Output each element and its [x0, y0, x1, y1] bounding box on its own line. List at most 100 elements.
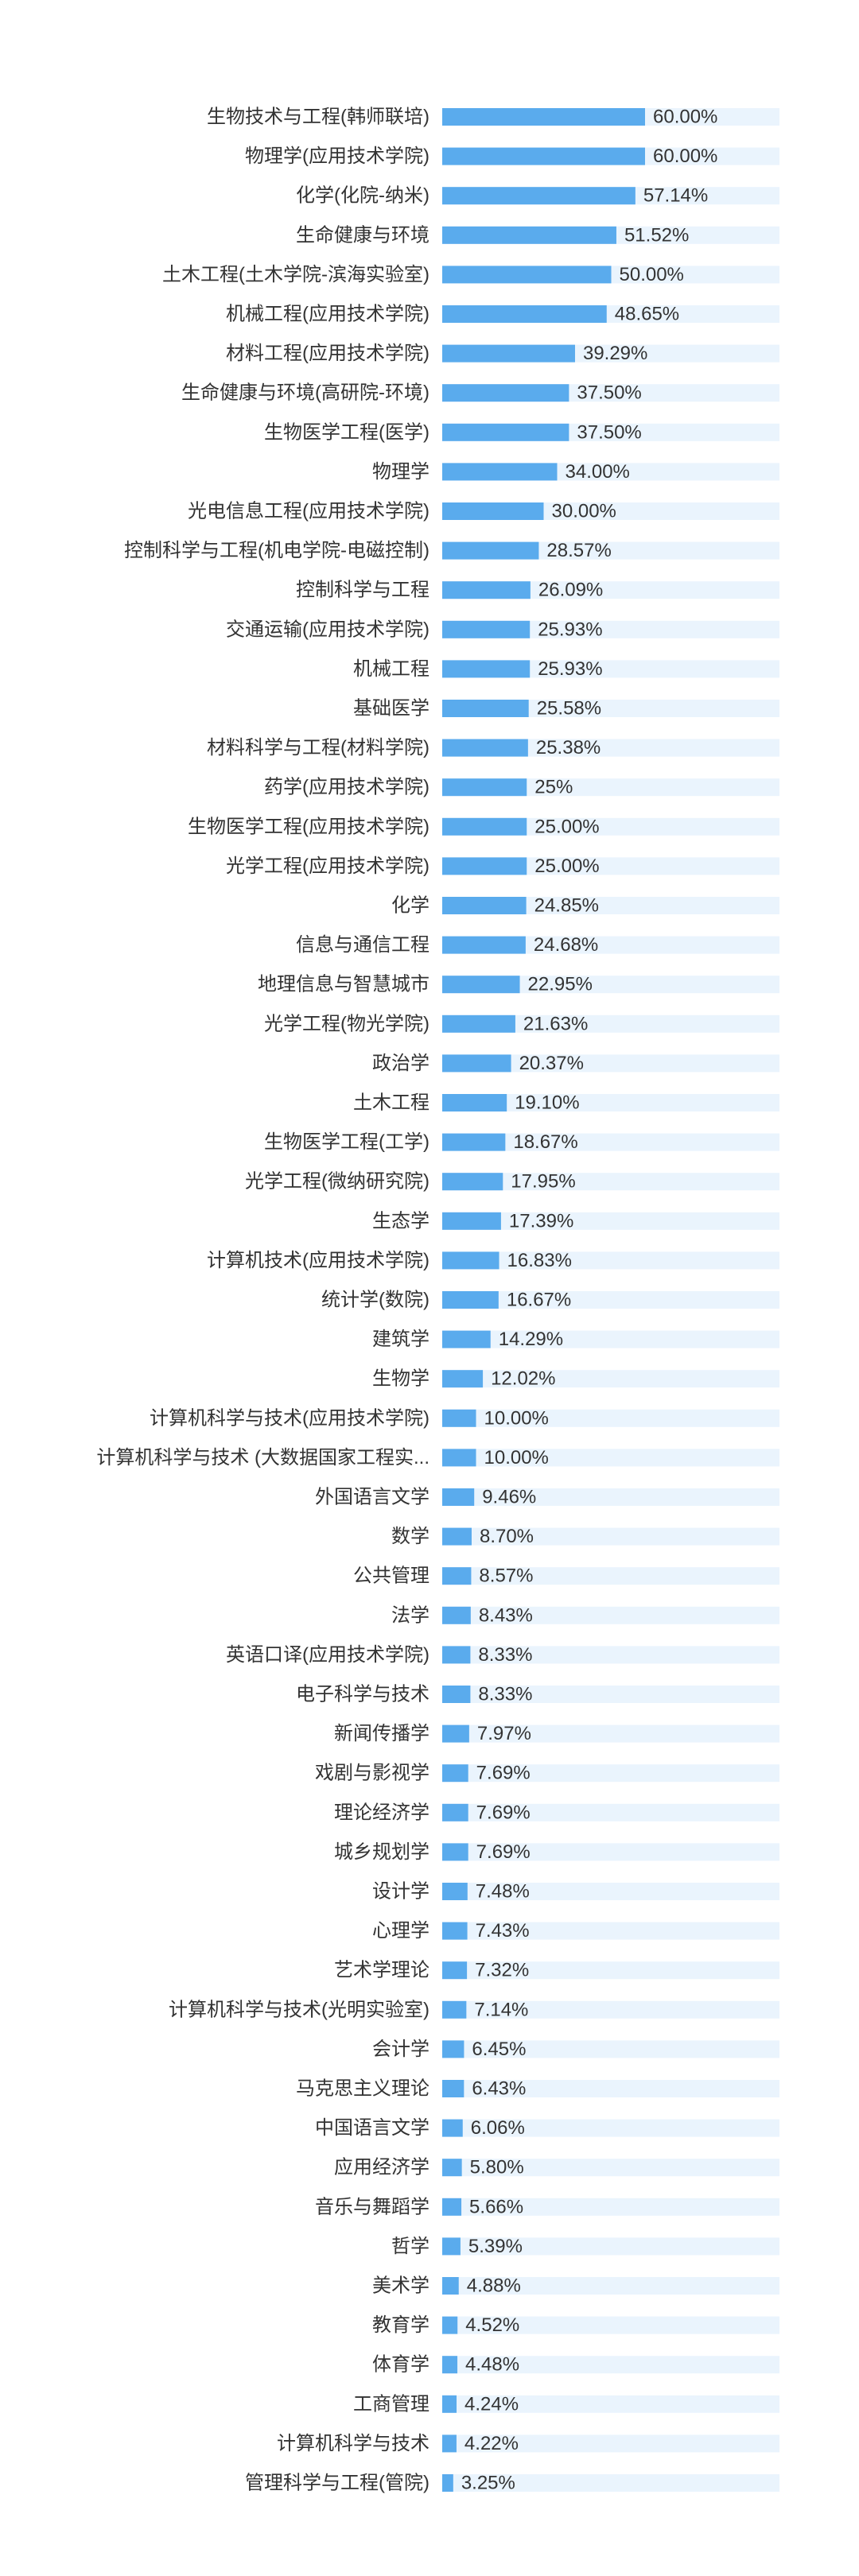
value-label: 25.00%: [534, 855, 599, 877]
bar: [442, 857, 527, 875]
category-label: 政治学: [372, 1053, 430, 1074]
bar: [442, 1409, 476, 1427]
category-label: 教育学: [372, 2314, 430, 2336]
category-label: 基础医学: [353, 698, 430, 720]
bar: [442, 187, 636, 205]
bar: [442, 976, 520, 994]
category-label: 数学: [391, 1526, 430, 1547]
bar-track: [442, 1961, 779, 1980]
bar-track: [442, 2040, 779, 2058]
category-label: 法学: [391, 1604, 430, 1626]
bar: [442, 2356, 458, 2374]
value-label: 7.43%: [476, 1920, 530, 1942]
bar: [442, 1291, 499, 1309]
bar: [442, 423, 569, 441]
bar: [442, 1251, 499, 1270]
value-label: 7.14%: [474, 1999, 528, 2020]
bar-track: [442, 1330, 779, 1348]
bar: [442, 463, 558, 481]
value-label: 4.88%: [467, 2275, 521, 2297]
bar: [442, 817, 527, 836]
bar-track: [442, 1686, 779, 1703]
bar-track: [442, 2119, 779, 2137]
bar-track: [442, 2198, 779, 2216]
bar: [442, 2277, 459, 2295]
bar: [442, 1212, 501, 1230]
bar: [442, 1567, 472, 1585]
value-label: 24.68%: [534, 934, 598, 956]
bar-track: [442, 1409, 779, 1427]
bar: [442, 739, 528, 757]
category-label: 光学工程(微纳研究院): [245, 1171, 430, 1193]
value-label: 26.09%: [538, 580, 603, 601]
bar-track: [442, 2277, 779, 2295]
value-label: 7.69%: [476, 1763, 531, 1784]
value-label: 18.67%: [513, 1131, 577, 1153]
bar: [442, 1330, 491, 1348]
bar: [442, 2474, 453, 2492]
bar: [442, 1606, 471, 1624]
bar-track: [442, 2356, 779, 2374]
bar-track: [442, 1291, 779, 1309]
bar: [442, 2000, 467, 2019]
bar-track: [442, 2474, 779, 2492]
bar: [442, 226, 616, 244]
value-label: 17.95%: [511, 1171, 575, 1193]
bar: [442, 305, 607, 323]
bar-track: [442, 1606, 779, 1624]
value-label: 57.14%: [643, 185, 708, 207]
bar: [442, 1922, 468, 1940]
bar: [442, 1646, 471, 1664]
value-label: 25.93%: [538, 619, 602, 640]
category-label: 哲学: [391, 2236, 430, 2257]
category-label: 光学工程(物光学院): [264, 1013, 430, 1034]
bar: [442, 700, 529, 717]
value-label: 10.00%: [484, 1407, 549, 1429]
category-label: 公共管理: [353, 1565, 430, 1587]
value-label: 34.00%: [566, 461, 630, 483]
bar-track: [442, 1724, 779, 1743]
value-label: 16.83%: [507, 1250, 572, 1271]
category-label: 物理学(应用技术学院): [245, 145, 430, 167]
category-label: 管理科学与工程(管院): [245, 2473, 430, 2494]
bar-track: [442, 1527, 779, 1546]
bar-track: [442, 936, 779, 954]
value-label: 60.00%: [653, 145, 717, 167]
category-label: 计算机科学与技术 (大数据国家工程实...: [96, 1447, 430, 1468]
bar-track: [442, 1883, 779, 1900]
bar: [442, 778, 527, 797]
category-label: 计算机科学与技术(应用技术学院): [150, 1407, 430, 1429]
category-label: 建筑学: [372, 1329, 430, 1350]
bar-track: [442, 1054, 779, 1073]
bar-track: [442, 2395, 779, 2413]
value-label: 25.38%: [536, 737, 601, 758]
bar: [442, 1094, 507, 1111]
bar-track: [442, 2434, 779, 2453]
value-label: 7.48%: [476, 1881, 530, 1903]
category-label: 机械工程(应用技术学院): [226, 304, 430, 325]
category-label: 音乐与舞蹈学: [315, 2196, 430, 2217]
chart-rows: 生物技术与工程(韩师联培) 60.00% 物理学(应用技术学院) 60.00% 化学(化…: [96, 107, 779, 2494]
category-label: 理论经济学: [334, 1802, 430, 1823]
category-label: 化学: [391, 895, 430, 917]
value-label: 6.06%: [471, 2117, 525, 2139]
bar-track: [442, 1922, 779, 1940]
value-label: 5.39%: [468, 2236, 523, 2257]
value-label: 48.65%: [615, 304, 679, 325]
value-label: 22.95%: [528, 974, 593, 995]
bar: [442, 2434, 457, 2453]
category-label: 统计学(数院): [321, 1290, 430, 1311]
bar: [442, 2159, 462, 2177]
value-label: 10.00%: [484, 1447, 549, 1468]
bar-track: [442, 1370, 779, 1388]
bar-track: [442, 2237, 779, 2256]
category-label: 土木工程(土木学院-滨海实验室): [162, 264, 430, 285]
category-label: 信息与通信工程: [296, 934, 430, 956]
value-label: 24.85%: [534, 895, 599, 917]
bar: [442, 2119, 463, 2137]
bar: [442, 1133, 506, 1151]
category-label: 戏剧与影视学: [315, 1763, 430, 1784]
category-label: 体育学: [372, 2354, 430, 2376]
bar: [442, 541, 539, 560]
bar-track: [442, 1803, 779, 1821]
